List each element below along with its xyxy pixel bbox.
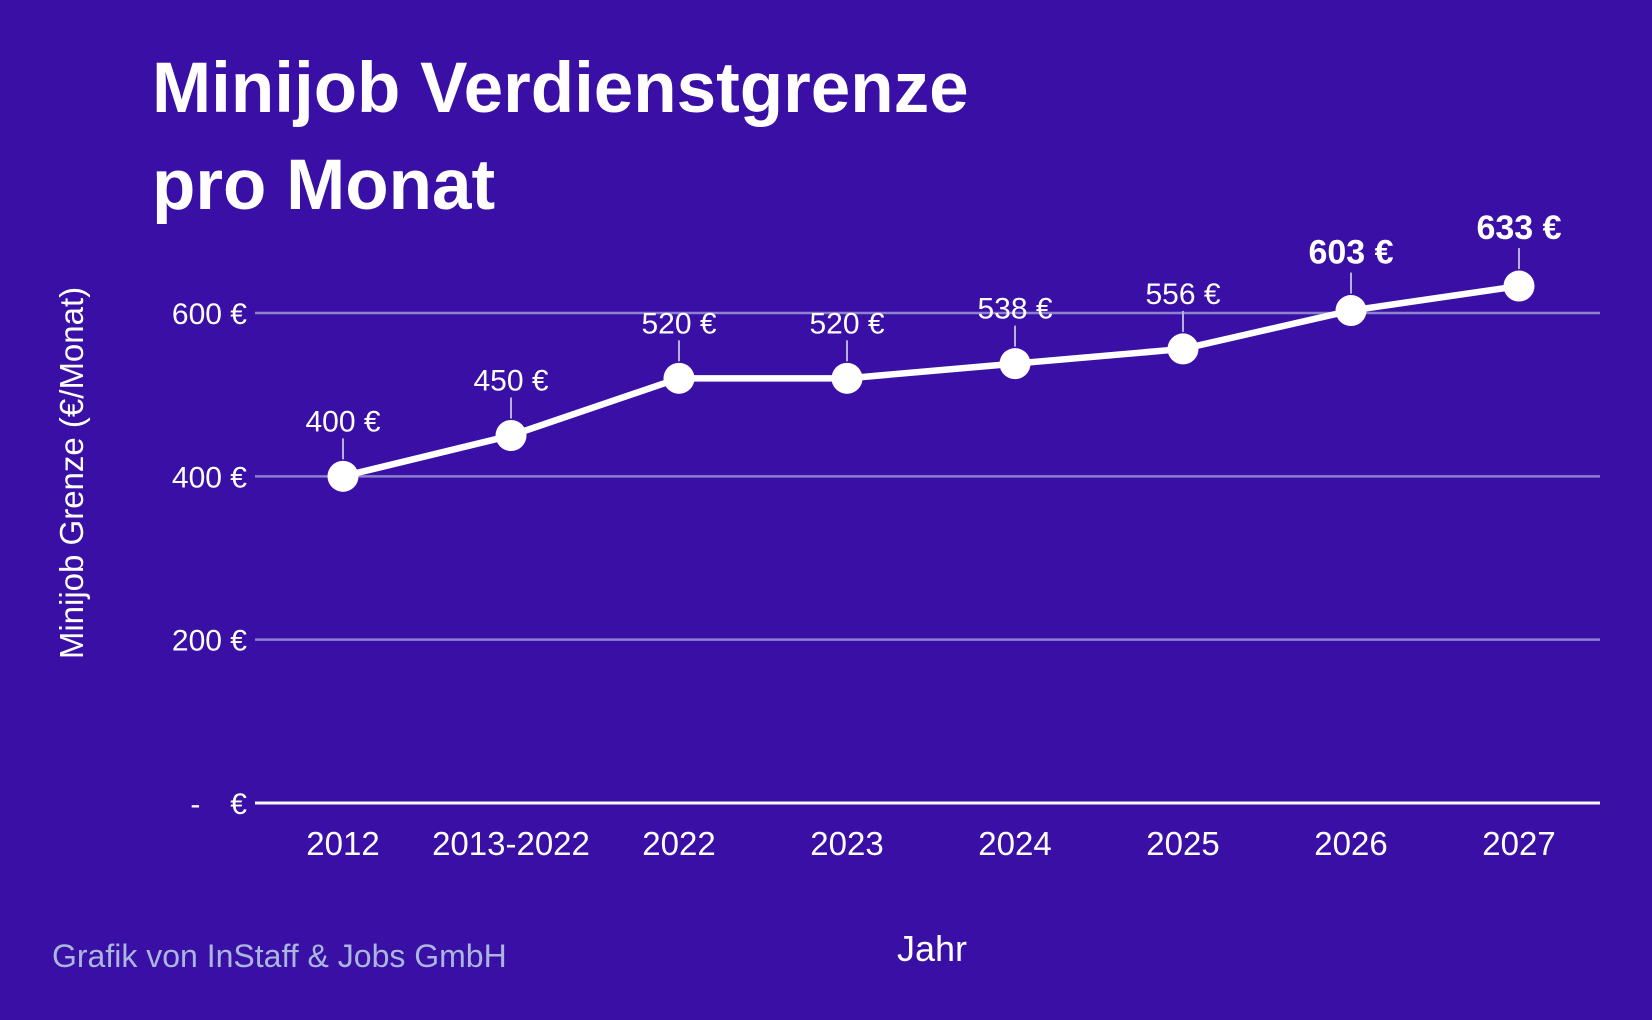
x-tick-label: 2025	[1146, 825, 1219, 862]
data-point-marker	[999, 348, 1031, 380]
data-point-marker	[327, 460, 359, 492]
page-title-line-2: pro Monat	[152, 146, 496, 225]
y-tick-label: 200 €	[172, 625, 247, 658]
data-point-label: 400 €	[305, 405, 380, 438]
x-tick-label: 2022	[642, 825, 715, 862]
data-point-label: 633 €	[1476, 209, 1561, 247]
x-axis-title: Jahr	[896, 928, 968, 969]
data-point-label: 603 €	[1308, 234, 1393, 272]
x-tick-label: 2012	[306, 825, 379, 862]
data-point-marker	[1503, 270, 1535, 302]
data-point-label: 556 €	[1145, 278, 1220, 311]
credit-text: Grafik von InStaff & Jobs GmbH	[52, 938, 507, 974]
data-point-marker	[831, 362, 863, 394]
y-tick-label: 600 €	[172, 298, 247, 331]
x-tick-label: 2023	[810, 825, 883, 862]
y-tick-label: 400 €	[172, 461, 247, 494]
data-point-label: 520 €	[641, 307, 716, 340]
x-tick-label: 2026	[1314, 825, 1387, 862]
data-point-label: 538 €	[977, 293, 1052, 326]
data-point-marker	[663, 362, 695, 394]
x-tick-label: 2013-2022	[432, 825, 590, 862]
x-tick-label: 2024	[978, 825, 1051, 862]
data-point-marker	[1167, 333, 1199, 365]
data-point-label: 450 €	[473, 365, 548, 398]
y-tick-label: - €	[190, 788, 247, 821]
x-tick-label: 2027	[1482, 825, 1555, 862]
data-point-marker	[1335, 295, 1367, 327]
data-point-marker	[495, 420, 527, 451]
series-line	[339, 282, 1523, 480]
page-title: Minijob Verdienstgrenze pro Monat	[152, 40, 969, 234]
data-point-label: 520 €	[809, 307, 884, 340]
page-title-line-1: Minijob Verdienstgrenze	[152, 49, 969, 128]
